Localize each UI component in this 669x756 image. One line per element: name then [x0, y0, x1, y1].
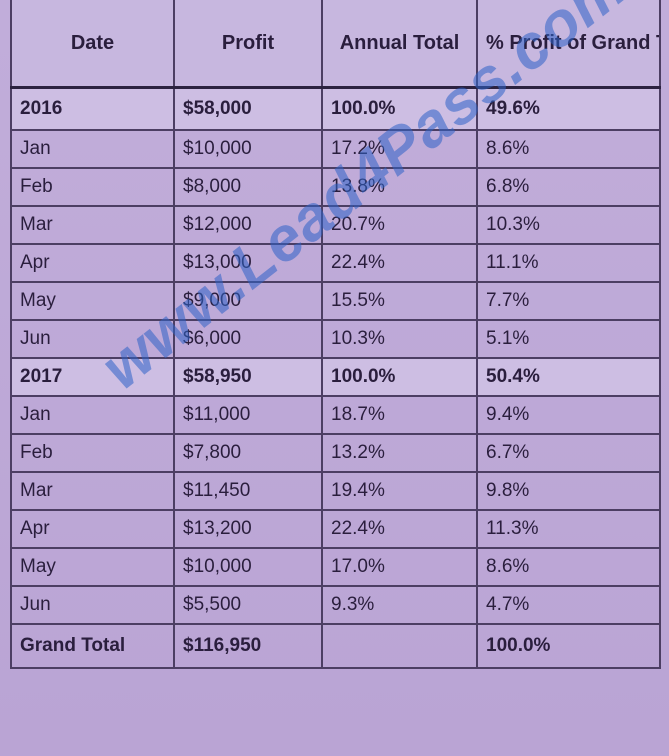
date-cell: Jan	[10, 395, 175, 435]
pct-grand-total-cell: 8.6%	[476, 129, 661, 169]
month-row: Mar $11,450 19.4% 9.8%	[10, 471, 661, 511]
profit-cell: $10,000	[173, 129, 323, 169]
annual-total-cell: 100.0%	[321, 357, 478, 397]
grand-total-profit-cell: $116,950	[173, 623, 323, 669]
profit-cell: $8,000	[173, 167, 323, 207]
date-cell: Apr	[10, 243, 175, 283]
pivot-table-body: 2016 $58,000 100.0% 49.6% Jan $10,000 17.2% 8.6…	[10, 86, 661, 669]
month-row: Jun $5,500 9.3% 4.7%	[10, 585, 661, 625]
pct-grand-total-cell: 10.3%	[476, 205, 661, 245]
profit-cell: $11,000	[173, 395, 323, 435]
pct-grand-total-cell: 6.8%	[476, 167, 661, 207]
month-row: Apr $13,200 22.4% 11.3%	[10, 509, 661, 549]
header-profit: Profit	[173, 0, 323, 89]
profit-cell: $7,800	[173, 433, 323, 473]
pivot-table-header: Date Profit Annual Total % Profit of Gra…	[10, 0, 661, 89]
profit-cell: $58,950	[173, 357, 323, 397]
annual-total-cell: 20.7%	[321, 205, 478, 245]
month-row: Apr $13,000 22.4% 11.1%	[10, 243, 661, 283]
annual-total-cell: 22.4%	[321, 509, 478, 549]
annual-total-cell: 18.7%	[321, 395, 478, 435]
date-cell: Apr	[10, 509, 175, 549]
pct-grand-total-cell: 7.7%	[476, 281, 661, 321]
grand-total-row: Grand Total $116,950 100.0%	[10, 623, 661, 669]
header-date: Date	[10, 0, 175, 89]
grand-total-date-cell: Grand Total	[10, 623, 175, 669]
grand-total-pct-grand-total-cell: 100.0%	[476, 623, 661, 669]
header-row: Date Profit Annual Total % Profit of Gra…	[10, 0, 661, 89]
pivot-table: Date Profit Annual Total % Profit of Gra…	[10, 0, 661, 669]
date-cell: Jan	[10, 129, 175, 169]
header-pct-grand-total: % Profit of Grand Total	[476, 0, 661, 89]
annual-total-cell: 17.2%	[321, 129, 478, 169]
annual-total-cell: 100.0%	[321, 86, 478, 131]
month-row: Jun $6,000 10.3% 5.1%	[10, 319, 661, 359]
month-row: Jan $11,000 18.7% 9.4%	[10, 395, 661, 435]
date-cell: May	[10, 281, 175, 321]
month-row: Feb $7,800 13.2% 6.7%	[10, 433, 661, 473]
date-cell: May	[10, 547, 175, 587]
annual-total-cell: 22.4%	[321, 243, 478, 283]
pct-grand-total-cell: 8.6%	[476, 547, 661, 587]
month-row: Mar $12,000 20.7% 10.3%	[10, 205, 661, 245]
date-cell: Mar	[10, 471, 175, 511]
annual-total-cell: 13.2%	[321, 433, 478, 473]
profit-cell: $12,000	[173, 205, 323, 245]
annual-total-cell: 15.5%	[321, 281, 478, 321]
profit-cell: $5,500	[173, 585, 323, 625]
annual-total-cell: 9.3%	[321, 585, 478, 625]
pct-grand-total-cell: 50.4%	[476, 357, 661, 397]
date-cell: 2016	[10, 86, 175, 131]
date-cell: Jun	[10, 585, 175, 625]
date-cell: Jun	[10, 319, 175, 359]
annual-total-cell: 19.4%	[321, 471, 478, 511]
year-row: 2016 $58,000 100.0% 49.6%	[10, 86, 661, 131]
year-row: 2017 $58,950 100.0% 50.4%	[10, 357, 661, 397]
profit-cell: $9,000	[173, 281, 323, 321]
month-row: May $9,000 15.5% 7.7%	[10, 281, 661, 321]
date-cell: 2017	[10, 357, 175, 397]
grand-total-annual-total-cell	[321, 623, 478, 669]
pct-grand-total-cell: 6.7%	[476, 433, 661, 473]
profit-cell: $6,000	[173, 319, 323, 359]
pct-grand-total-cell: 4.7%	[476, 585, 661, 625]
date-cell: Feb	[10, 433, 175, 473]
month-row: Jan $10,000 17.2% 8.6%	[10, 129, 661, 169]
pct-grand-total-cell: 5.1%	[476, 319, 661, 359]
pct-grand-total-cell: 49.6%	[476, 86, 661, 131]
header-annual-total: Annual Total	[321, 0, 478, 89]
pct-grand-total-cell: 9.8%	[476, 471, 661, 511]
month-row: May $10,000 17.0% 8.6%	[10, 547, 661, 587]
pct-grand-total-cell: 9.4%	[476, 395, 661, 435]
profit-cell: $11,450	[173, 471, 323, 511]
month-row: Feb $8,000 13.8% 6.8%	[10, 167, 661, 207]
profit-cell: $13,200	[173, 509, 323, 549]
pct-grand-total-cell: 11.3%	[476, 509, 661, 549]
date-cell: Mar	[10, 205, 175, 245]
annual-total-cell: 13.8%	[321, 167, 478, 207]
annual-total-cell: 10.3%	[321, 319, 478, 359]
profit-cell: $13,000	[173, 243, 323, 283]
date-cell: Feb	[10, 167, 175, 207]
profit-cell: $10,000	[173, 547, 323, 587]
profit-cell: $58,000	[173, 86, 323, 131]
pct-grand-total-cell: 11.1%	[476, 243, 661, 283]
annual-total-cell: 17.0%	[321, 547, 478, 587]
